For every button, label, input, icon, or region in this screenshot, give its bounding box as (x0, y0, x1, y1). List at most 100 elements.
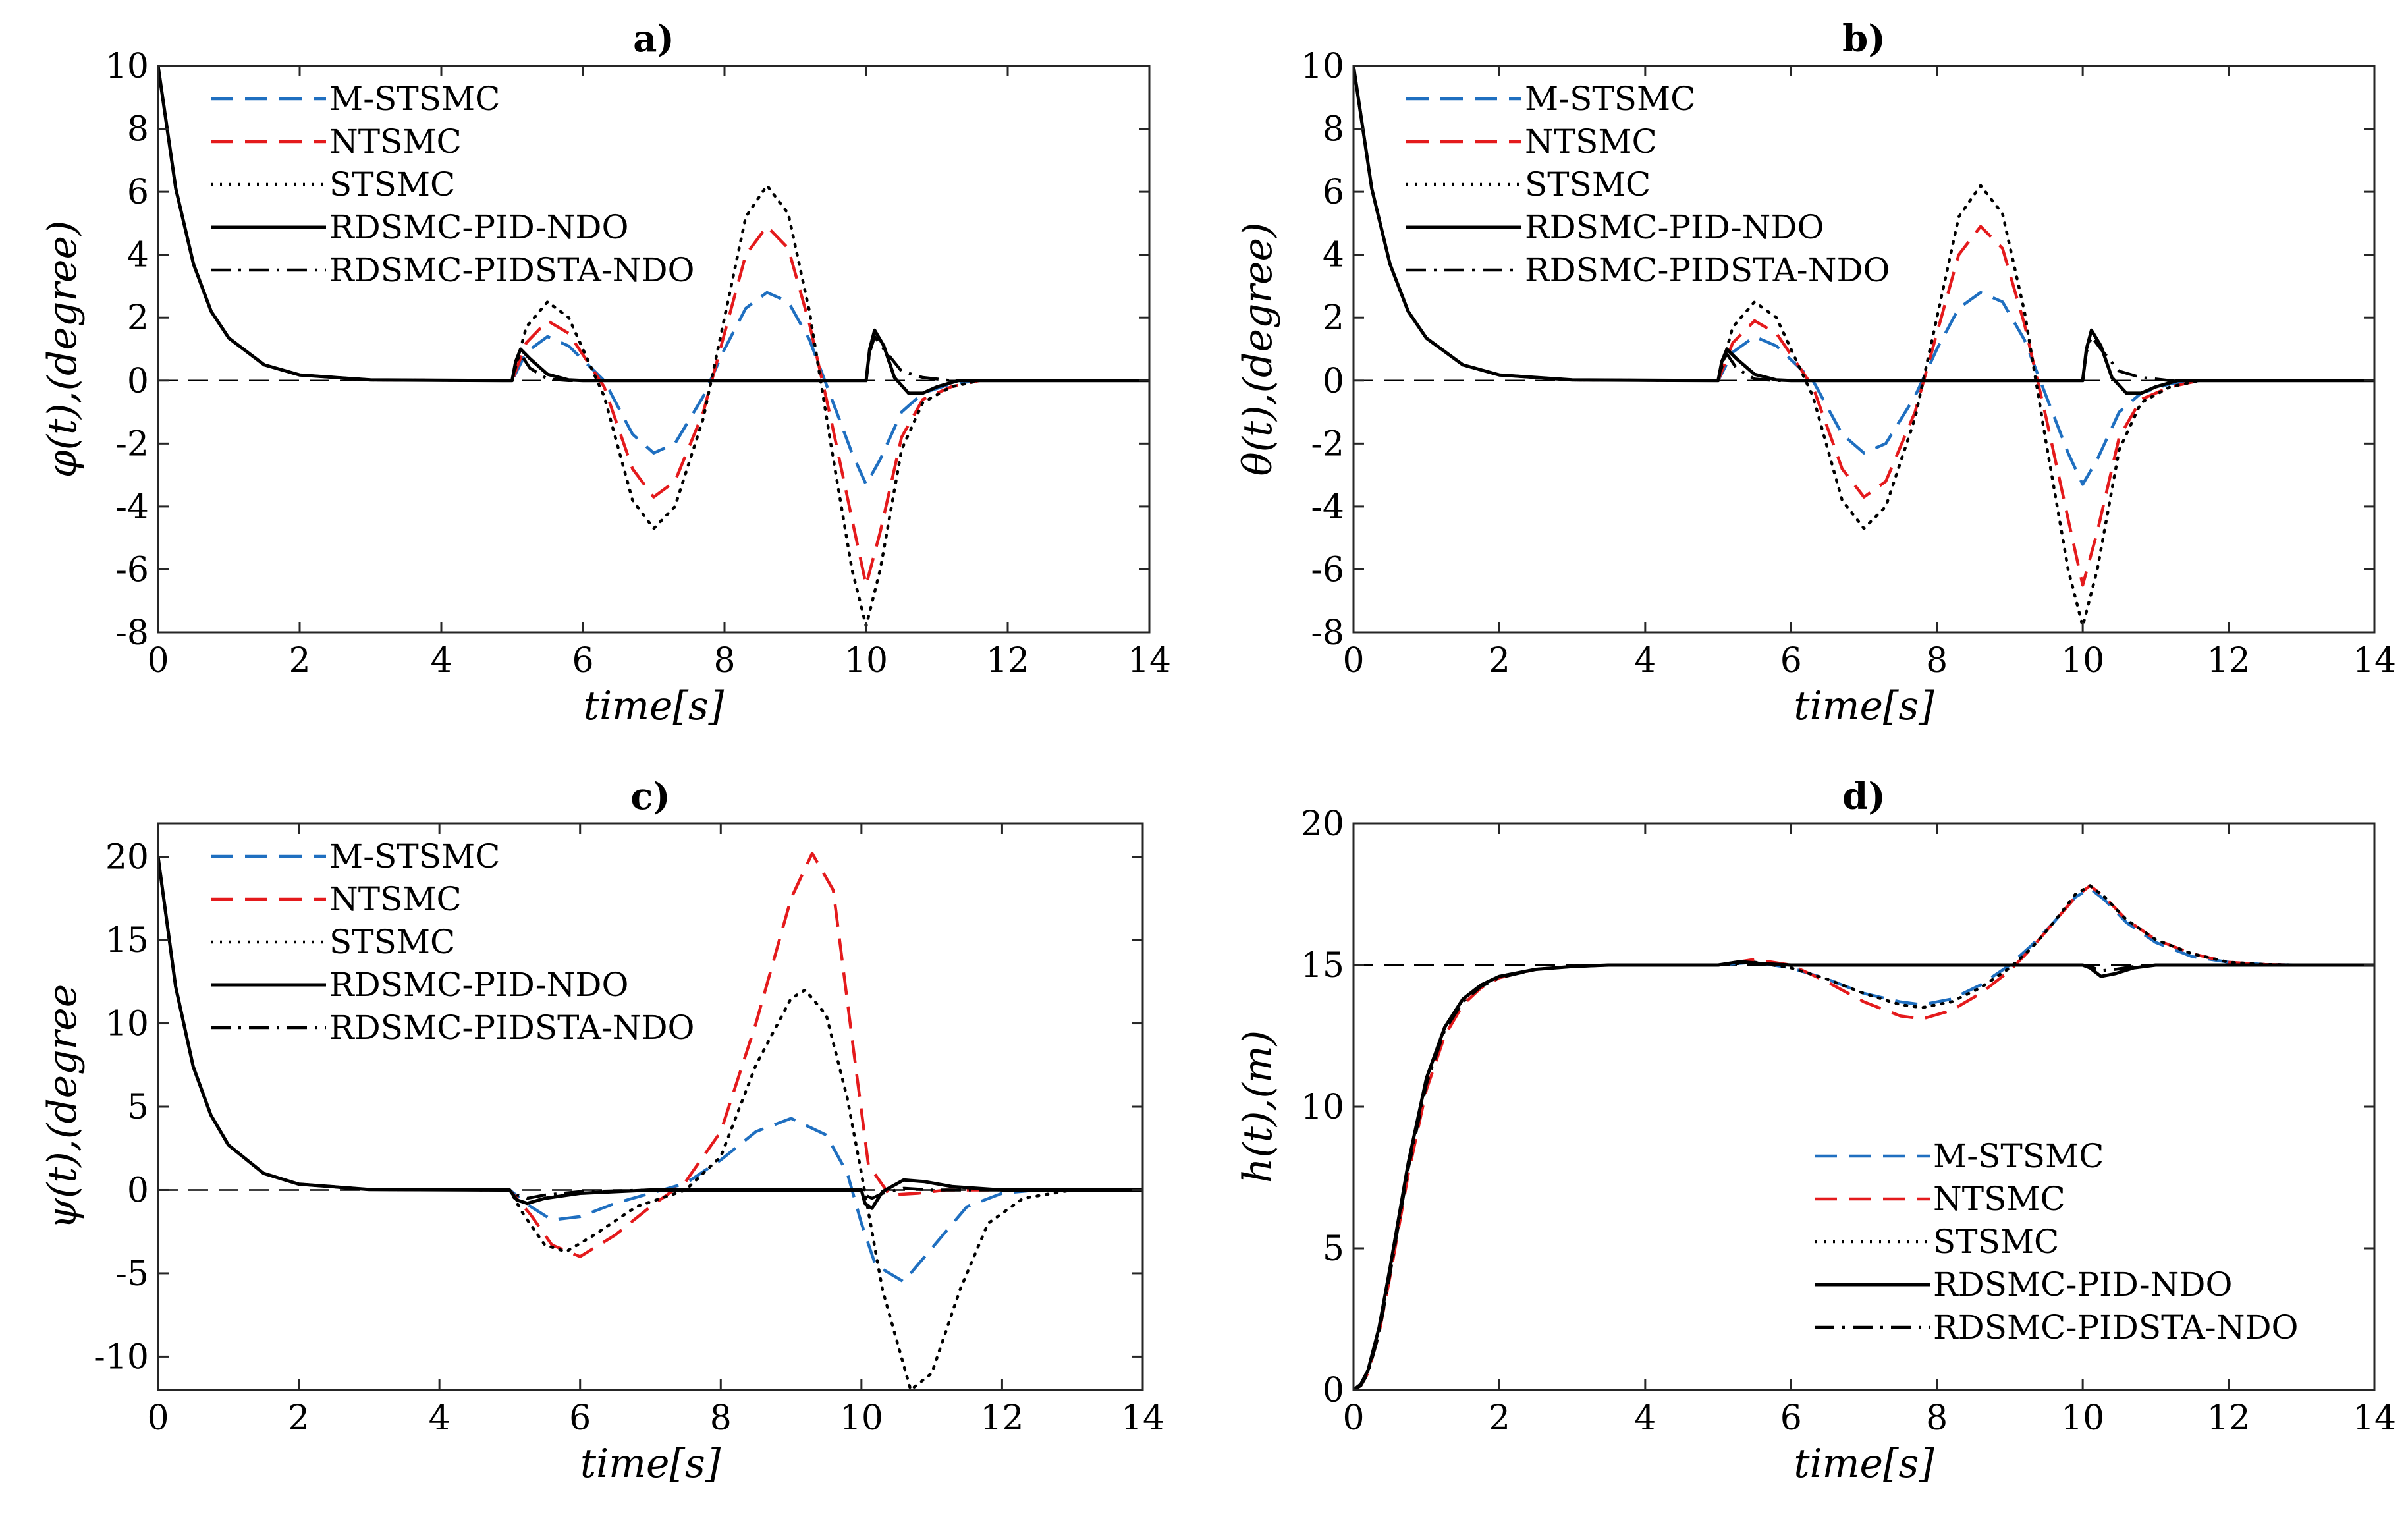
y-tick-label: -4 (1311, 487, 1344, 527)
legend: M-STSMC NTSMC STSMC RDSMC-PID-NDO RDSMC-PIDS… (1406, 80, 1890, 289)
chart-title: b) (1842, 17, 1886, 61)
x-tick-label: 2 (288, 641, 310, 680)
y-tick-label: 8 (127, 110, 149, 150)
y-tick-label: 10 (105, 47, 149, 86)
y-tick-label: -8 (115, 613, 149, 653)
x-tick-label: 0 (147, 641, 169, 680)
x-tick-label: 10 (2061, 641, 2104, 680)
x-tick-label: 8 (1926, 1399, 1948, 1438)
series-line-stsmc (1354, 66, 2374, 628)
legend-label: RDSMC-PID-NDO (329, 966, 628, 1004)
y-tick-label: -6 (115, 550, 149, 590)
x-tick-label: 12 (2206, 641, 2250, 680)
series-line-stsmc (158, 855, 1143, 1390)
y-tick-label: 5 (1323, 1229, 1344, 1269)
series-line-rdsmc-pidsta-ndo (1354, 66, 2374, 383)
y-tick-label: -6 (1311, 550, 1344, 590)
legend-label: RDSMC-PIDSTA-NDO (1525, 251, 1890, 289)
x-tick-label: 14 (2353, 1399, 2396, 1438)
y-tick-label: 2 (1323, 298, 1344, 338)
series-line-m-stsmc (1354, 66, 2374, 486)
x-tick-label: 4 (1634, 1399, 1656, 1438)
y-tick-label: 5 (127, 1088, 149, 1127)
axes-frame (157, 65, 1151, 634)
plot-area (1354, 823, 2374, 1390)
plot-area (1354, 66, 2374, 632)
chart-panel-c: 0 2 4 6 8 10 12 14 -10 -5 0 5 10 15 20 c) time[s] ψ(t),(d… (40, 775, 1164, 1487)
legend-label: STSMC (1933, 1223, 2059, 1261)
legend-label: M-STSMC (329, 80, 500, 118)
legend-label: NTSMC (329, 880, 462, 918)
y-tick-label: 15 (1301, 946, 1344, 985)
y-tick-label: 20 (1301, 804, 1344, 844)
x-axis-label: time[s] (1793, 683, 1934, 729)
y-tick-label: -2 (115, 424, 149, 464)
x-tick-label: 14 (1121, 1399, 1164, 1438)
legend-label: NTSMC (1525, 123, 1657, 161)
y-tick-label: 0 (1323, 1371, 1344, 1410)
legend-label: M-STSMC (1525, 80, 1695, 118)
chart-panel-b: 0 2 4 6 8 10 12 14 -8 -6 -4 -2 0 2 4 6 8 10 b) time[s] θ(t),… (1235, 17, 2396, 729)
x-axis-label: time[s] (580, 1441, 721, 1487)
plot-area (158, 66, 1149, 632)
x-tick-label: 0 (147, 1399, 169, 1438)
x-tick-label: 2 (1489, 1399, 1510, 1438)
y-tick-label: 0 (127, 362, 149, 401)
y-tick-label: -8 (1311, 613, 1344, 653)
y-tick-label: -10 (94, 1337, 149, 1377)
x-axis-label: time[s] (584, 683, 725, 729)
series-line-ntsmc (1354, 66, 2374, 587)
series-line-rdsmc-pidsta-ndo (158, 66, 1149, 383)
x-tick-label: 14 (2353, 641, 2396, 680)
legend-label: NTSMC (329, 123, 462, 161)
legend-label: STSMC (329, 165, 455, 204)
y-tick-label: 2 (127, 298, 149, 338)
y-tick-label: -5 (115, 1254, 149, 1294)
y-tick-label: 4 (1323, 236, 1344, 275)
legend: M-STSMC NTSMC STSMC RDSMC-PID-NDO RDSMC-PIDS… (211, 80, 695, 289)
axes-frame (1352, 65, 2376, 634)
chart-title: c) (630, 775, 670, 818)
series-line-rdsmc-pid-ndo (158, 856, 1143, 1210)
x-axis-label: time[s] (1793, 1441, 1934, 1487)
y-axis-label: h(t),(m) (1235, 1030, 1281, 1183)
chart-panel-d: 0 2 4 6 8 10 12 14 0 5 10 15 20 d) time[s] h(t),(m) M-ST… (1235, 775, 2396, 1487)
x-tick-label: 8 (1926, 641, 1948, 680)
y-tick-label: 8 (1323, 110, 1344, 150)
y-tick-label: 0 (127, 1171, 149, 1210)
x-tick-label: 12 (980, 1399, 1024, 1438)
y-tick-label: 10 (1301, 1088, 1344, 1127)
y-tick-label: 6 (1323, 173, 1344, 212)
y-tick-label: 0 (1323, 362, 1344, 401)
x-tick-label: 6 (569, 1399, 591, 1438)
x-tick-label: 0 (1342, 641, 1364, 680)
legend-label: M-STSMC (329, 837, 500, 875)
y-tick-label: 6 (127, 173, 149, 212)
legend: M-STSMC NTSMC STSMC RDSMC-PID-NDO RDSMC-PIDS… (1815, 1137, 2299, 1346)
chart-title: d) (1842, 775, 1886, 818)
legend-label: RDSMC-PID-NDO (329, 208, 628, 246)
legend-label: RDSMC-PIDSTA-NDO (1933, 1308, 2299, 1346)
legend-label: M-STSMC (1933, 1137, 2104, 1175)
x-tick-label: 8 (710, 1399, 732, 1438)
legend-label: STSMC (1525, 165, 1651, 204)
legend-label: STSMC (329, 923, 455, 961)
legend-label: NTSMC (1933, 1180, 2066, 1218)
y-axis-label: θ(t),(degree) (1235, 223, 1281, 476)
plot-area (158, 823, 1143, 1390)
x-tick-label: 6 (572, 641, 593, 680)
x-tick-label: 10 (844, 641, 888, 680)
x-tick-label: 6 (1780, 1399, 1802, 1438)
x-tick-label: 4 (1634, 641, 1656, 680)
x-tick-label: 10 (2061, 1399, 2104, 1438)
legend-label: RDSMC-PID-NDO (1933, 1265, 2232, 1304)
series-line-rdsmc-pidsta-ndo (158, 856, 1143, 1200)
x-tick-label: 4 (429, 1399, 451, 1438)
x-tick-label: 10 (840, 1399, 883, 1438)
y-axis-label: ψ(t),(degree (40, 984, 86, 1229)
x-tick-label: 0 (1342, 1399, 1364, 1438)
x-tick-label: 2 (1489, 641, 1510, 680)
y-tick-label: 20 (105, 838, 149, 877)
y-tick-label: 15 (105, 921, 149, 960)
